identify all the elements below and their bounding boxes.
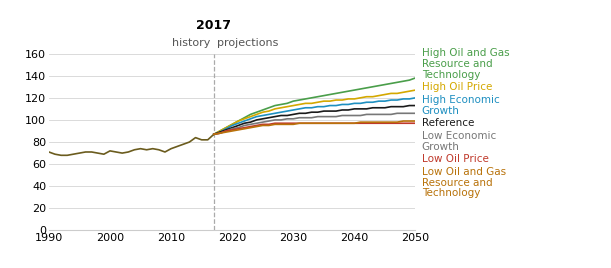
Text: Resource and: Resource and	[422, 59, 492, 69]
Text: Growth: Growth	[422, 106, 459, 116]
Text: Technology: Technology	[422, 188, 480, 199]
Text: projections: projections	[217, 38, 278, 48]
Text: 2017: 2017	[196, 19, 232, 32]
Text: Growth: Growth	[422, 142, 459, 152]
Text: Reference: Reference	[422, 118, 474, 128]
Text: High Oil Price: High Oil Price	[422, 82, 492, 92]
Text: High Economic: High Economic	[422, 95, 499, 105]
Text: Low Oil Price: Low Oil Price	[422, 154, 488, 164]
Text: Technology: Technology	[422, 70, 480, 80]
Text: Low Oil and Gas: Low Oil and Gas	[422, 167, 506, 177]
Text: history: history	[172, 38, 211, 48]
Text: High Oil and Gas: High Oil and Gas	[422, 48, 509, 58]
Text: Low Economic: Low Economic	[422, 131, 496, 141]
Text: Resource and: Resource and	[422, 178, 492, 188]
